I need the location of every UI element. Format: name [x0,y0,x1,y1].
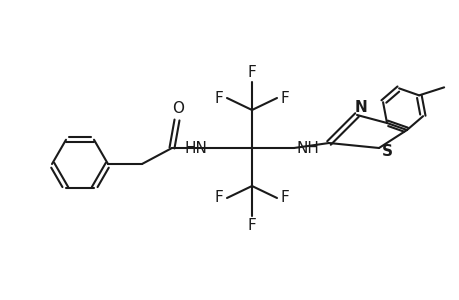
Text: F: F [247,218,256,233]
Text: F: F [280,91,289,106]
Text: NH: NH [296,140,319,155]
Text: HN: HN [184,140,207,155]
Text: F: F [280,190,289,206]
Text: F: F [214,91,223,106]
Text: N: N [354,100,367,115]
Text: O: O [172,100,184,116]
Text: S: S [381,143,392,158]
Text: F: F [247,64,256,80]
Text: F: F [214,190,223,206]
